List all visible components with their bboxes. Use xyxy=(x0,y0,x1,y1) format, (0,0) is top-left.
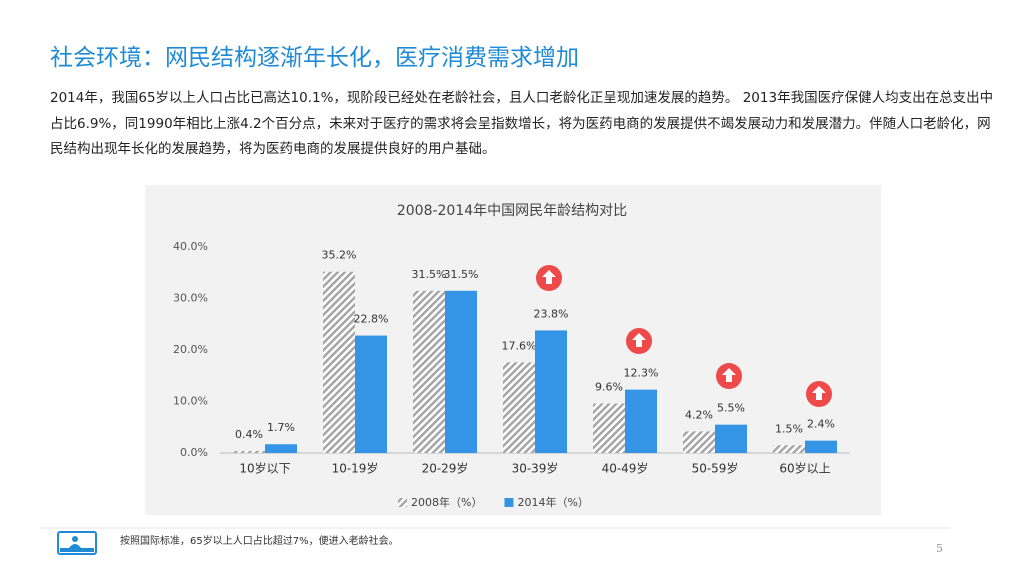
y-tick-label: 0.0% xyxy=(180,446,208,459)
value-label: 4.2% xyxy=(685,408,713,421)
value-label: 31.5% xyxy=(444,268,479,281)
bar xyxy=(535,330,567,453)
x-tick-label: 10-19岁 xyxy=(332,461,379,476)
value-label: 0.4% xyxy=(235,428,263,441)
value-label: 5.5% xyxy=(717,402,745,415)
slide-title: 社会环境：网民结构逐渐年长化，医疗消费需求增加 xyxy=(50,45,579,71)
legend-label: 2014年（%） xyxy=(517,495,588,509)
footnote: 按照国际标准，65岁以上人口占比超过7%，便进入老龄社会。 xyxy=(120,536,399,547)
bar xyxy=(625,389,657,453)
value-label: 17.6% xyxy=(502,339,537,352)
bar xyxy=(413,290,445,453)
legend-swatch xyxy=(504,498,514,507)
y-tick-label: 30.0% xyxy=(173,292,208,305)
value-label: 31.5% xyxy=(412,268,447,281)
x-tick-label: 50-59岁 xyxy=(692,461,739,476)
bar xyxy=(233,450,265,453)
bar xyxy=(323,271,355,453)
page-number: 5 xyxy=(936,542,943,555)
y-tick-label: 40.0% xyxy=(173,240,208,253)
x-tick-label: 30-39岁 xyxy=(512,461,559,476)
chart-background xyxy=(145,185,881,515)
up-icon xyxy=(536,265,832,407)
x-tick-label: 60岁以上 xyxy=(779,461,830,476)
bar xyxy=(445,290,477,453)
value-label: 12.3% xyxy=(624,367,659,380)
paragraph: 2014年，我国65岁以上人口占比已高达10.1%，现阶段已经处在老龄社会，且人… xyxy=(50,90,994,157)
bar xyxy=(265,444,297,453)
bar xyxy=(715,424,747,453)
bar xyxy=(355,335,387,453)
bar xyxy=(503,362,535,453)
value-label: 1.5% xyxy=(775,422,803,435)
x-tick-label: 40-49岁 xyxy=(602,461,649,476)
legend-swatch xyxy=(398,498,407,507)
bar xyxy=(593,403,625,453)
bar xyxy=(805,440,837,453)
x-tick-label: 20-29岁 xyxy=(422,461,469,476)
value-label: 1.7% xyxy=(267,421,295,434)
value-label: 2.4% xyxy=(807,418,835,431)
bar xyxy=(683,431,715,453)
legend-label: 2008年（%） xyxy=(411,495,482,509)
value-label: 9.6% xyxy=(595,381,623,394)
x-tick-label: 10岁以下 xyxy=(239,461,290,476)
value-label: 22.8% xyxy=(354,313,389,326)
y-tick-label: 20.0% xyxy=(173,343,208,356)
value-label: 23.8% xyxy=(534,307,569,320)
footnote-icon xyxy=(57,531,97,555)
y-tick-label: 10.0% xyxy=(173,395,208,408)
value-label: 35.2% xyxy=(322,249,357,262)
chart-title: 2008-2014年中国网民年龄结构对比 xyxy=(397,203,627,219)
bar xyxy=(773,445,805,453)
